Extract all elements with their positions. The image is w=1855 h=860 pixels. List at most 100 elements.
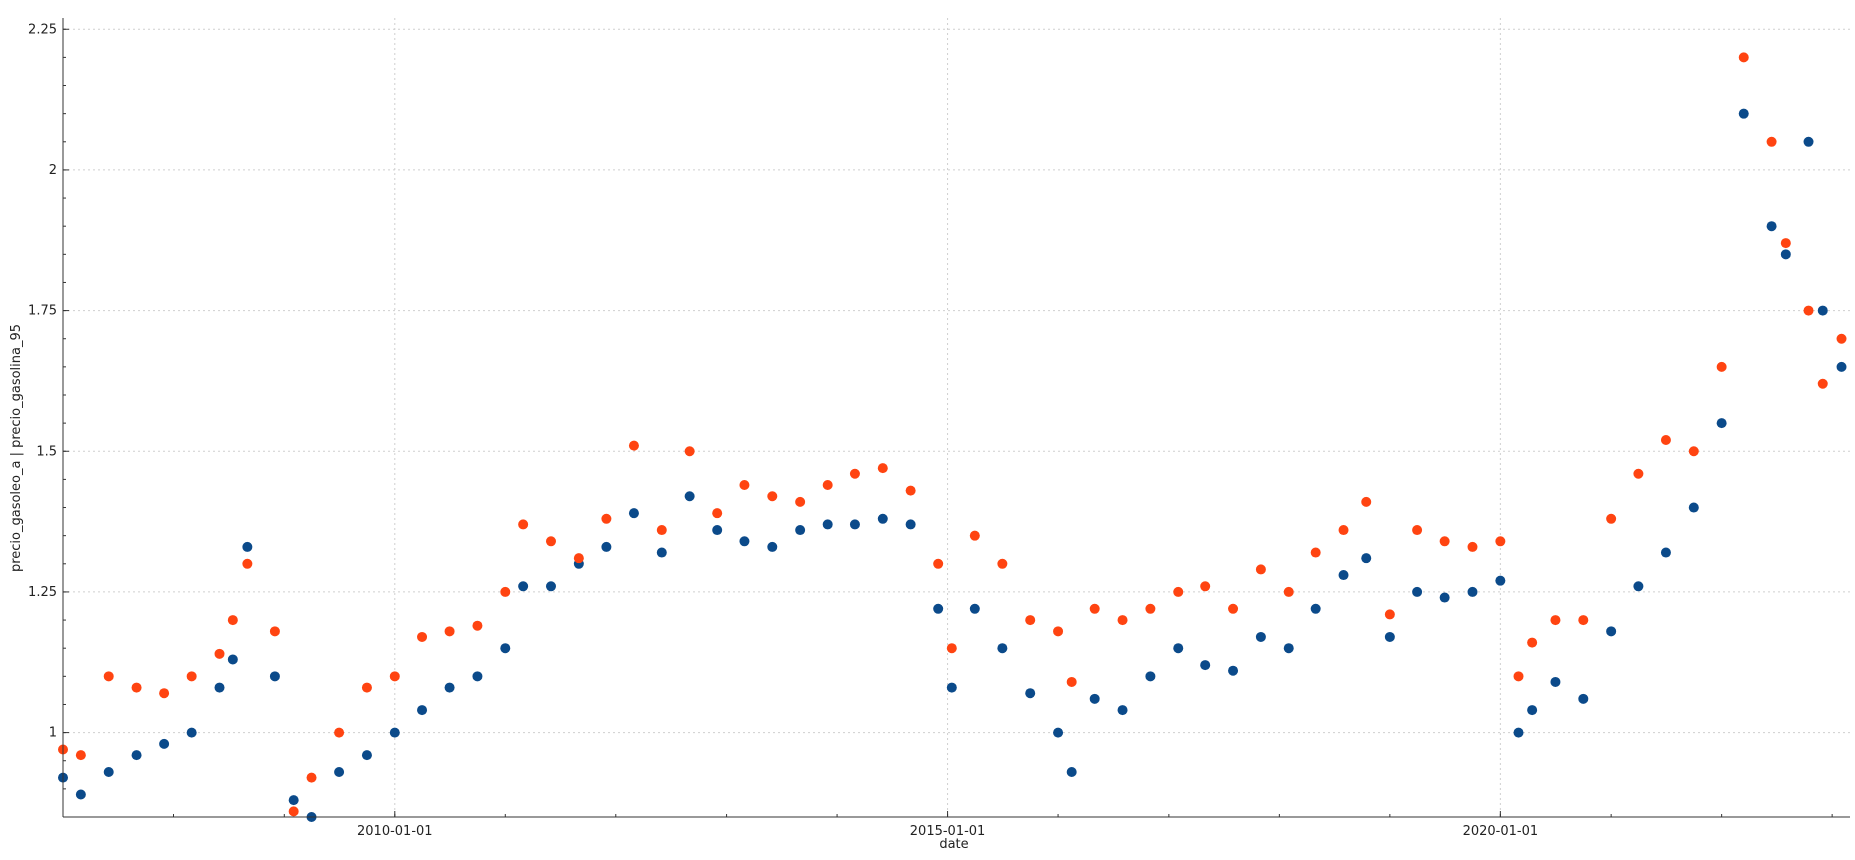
data-point [1338,570,1349,581]
data-point [389,727,400,738]
data-point [1384,609,1395,620]
data-point [1495,575,1506,586]
data-point [1439,592,1450,603]
data-point [1660,435,1671,446]
x-axis-title: date [939,837,968,852]
data-point [1255,631,1266,642]
data-point [739,536,750,547]
data-point [628,508,639,519]
data-point [1412,586,1423,597]
data-point [472,620,483,631]
data-point [1384,631,1395,642]
data-point [186,727,197,738]
data-point [684,491,695,502]
data-point [1467,541,1478,552]
x-tick-label: 2020-01-01 [1463,824,1539,839]
data-point [656,525,667,536]
data-point [131,682,142,693]
data-point [1550,676,1561,687]
data-point [214,648,225,659]
data-point [269,671,280,682]
data-point [75,789,86,800]
data-point [1228,603,1239,614]
data-point [877,463,888,474]
data-series [58,52,1847,822]
data-point [361,682,372,693]
data-point [1633,468,1644,479]
data-point [1117,705,1128,716]
y-tick-label: 1.25 [28,585,57,600]
data-point [946,643,957,654]
data-point [334,766,345,777]
data-point [628,440,639,451]
y-axis-title: precio_gasoleo_a | precio_gasolina_95 [9,324,24,572]
data-point [1228,665,1239,676]
data-point [1283,643,1294,654]
data-point [227,615,238,626]
data-point [573,553,584,564]
data-point [131,750,142,761]
data-point [1738,108,1749,119]
grid-lines [63,18,1850,817]
data-point [1310,603,1321,614]
data-point [1578,615,1589,626]
data-point [214,682,225,693]
data-point [1361,496,1372,507]
data-point [739,480,750,491]
data-point [767,491,778,502]
data-point [1716,418,1727,429]
data-point [997,643,1008,654]
data-point [1513,671,1524,682]
series-precio_gasoleo_a [58,108,1847,822]
data-point [905,519,916,530]
data-point [1495,536,1506,547]
data-point [1412,525,1423,536]
data-point [1200,581,1211,592]
data-point [518,519,529,530]
data-point [1633,581,1644,592]
data-point [1660,547,1671,558]
data-point [103,766,114,777]
axes: 1 1.25 1.5 1.75 2 2.25 2010-01-01 2015-01-01 202… [28,18,1850,839]
data-point [1716,361,1727,372]
data-point [1780,249,1791,260]
data-point [1053,626,1064,637]
data-point [767,541,778,552]
data-point [288,806,299,817]
data-point [159,738,170,749]
data-point [1117,615,1128,626]
data-point [1145,671,1156,682]
data-point [545,536,556,547]
data-point [306,772,317,783]
series-precio_gasolina_95 [58,52,1847,817]
data-point [1066,676,1077,687]
data-point [1803,305,1814,316]
data-point [1145,603,1156,614]
data-point [997,558,1008,569]
data-point [946,682,957,693]
data-point [1766,136,1777,147]
data-point [1089,693,1100,704]
data-point [1836,361,1847,372]
data-point [1780,238,1791,249]
data-point [1688,502,1699,513]
data-point [269,626,280,637]
data-point [684,446,695,457]
data-point [1817,378,1828,389]
data-point [334,727,345,738]
data-point [1066,766,1077,777]
data-point [1200,660,1211,671]
data-point [103,671,114,682]
data-point [1688,446,1699,457]
data-point [822,519,833,530]
y-tick-label: 1.5 [36,444,57,459]
y-tick-label: 2.25 [28,22,57,37]
data-point [1173,586,1184,597]
data-point [1803,136,1814,147]
data-point [1025,688,1036,699]
data-point [500,586,511,597]
data-point [1527,705,1538,716]
data-point [656,547,667,558]
